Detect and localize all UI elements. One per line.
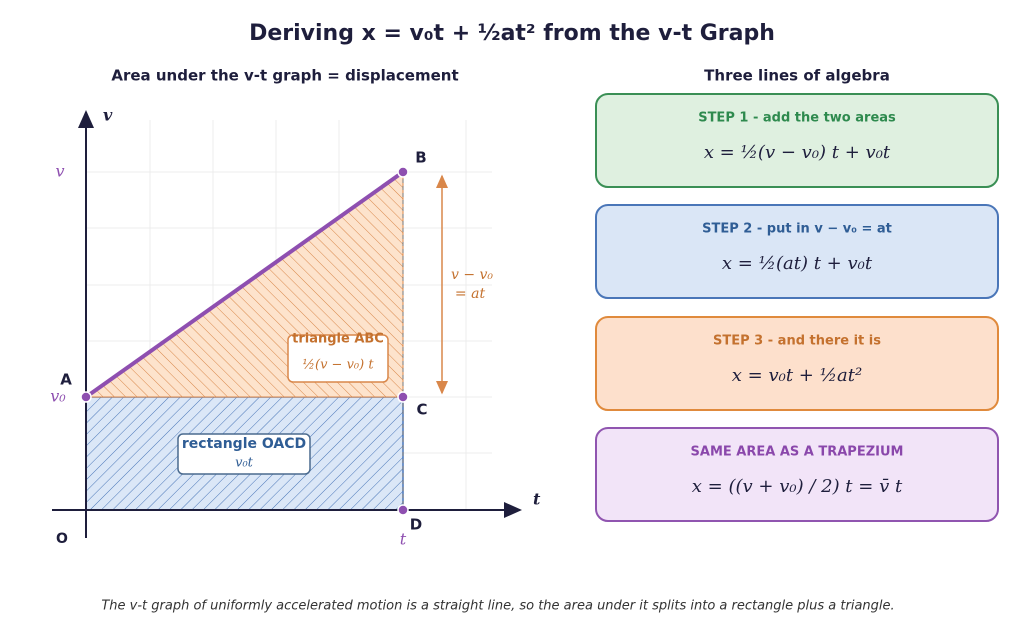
vt-line xyxy=(84,170,405,399)
step-card xyxy=(595,204,999,299)
triangle-name: triangle ABC xyxy=(292,332,384,347)
rise-label: = at xyxy=(455,286,486,302)
axis-label: t xyxy=(533,490,541,509)
title: Deriving x = v₀t + ½at² from the v-t Gra… xyxy=(249,21,775,46)
step-card xyxy=(595,427,999,522)
axis-label: v xyxy=(103,106,113,125)
tick-label: t xyxy=(400,530,407,549)
origin-label: O xyxy=(56,531,68,547)
rectangle-name: rectangle OACD xyxy=(182,436,306,452)
step-formula: x = ((v + v₀) / 2) t = v̄ t xyxy=(692,476,903,497)
step-card xyxy=(595,316,999,411)
step-formula: x = ½(at) t + v₀t xyxy=(722,253,873,274)
tick-label: v xyxy=(55,162,64,181)
rectangle-area-label: v₀t xyxy=(235,456,254,471)
rise-label: v − v₀ xyxy=(451,267,493,283)
step-card xyxy=(595,93,999,188)
step-label: STEP 2 - put in v − v₀ = at xyxy=(702,222,892,237)
rectangle-box xyxy=(177,433,311,475)
tick-label: v₀ xyxy=(50,387,66,406)
left-subtitle: Area under the v-t graph = displacement xyxy=(111,67,458,85)
step-formula: x = v₀t + ½at² xyxy=(732,365,862,386)
steps: STEP 1 - add the two areas x = ½(v − v₀) … xyxy=(595,93,999,522)
step-label: SAME AREA AS A TRAPEZIUM xyxy=(691,445,904,460)
step-label: STEP 3 - and there it is xyxy=(713,334,881,349)
points xyxy=(80,166,409,516)
step-formula: x = ½(v − v₀) t + v₀t xyxy=(704,142,891,163)
right-subtitle: Three lines of algebra xyxy=(704,67,890,85)
point-label: D xyxy=(410,516,422,534)
point-label: B xyxy=(415,149,426,167)
footer: The v-t graph of uniformly accelerated m… xyxy=(101,599,894,614)
triangle-area-label: ½(v − v₀) t xyxy=(302,358,374,373)
point-label: C xyxy=(416,401,427,419)
point-label: A xyxy=(60,371,72,389)
triangle-box xyxy=(287,334,389,383)
step-label: STEP 1 - add the two areas xyxy=(698,111,896,126)
